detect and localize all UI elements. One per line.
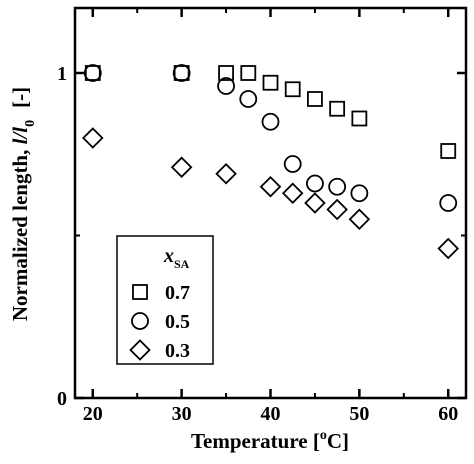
x-tick-label: 50 [349, 403, 369, 425]
y-axis-title: Normalized length, l/l0[-] [8, 87, 38, 321]
circle-marker-0.5 [239, 90, 258, 108]
diamond-marker-0.3 [437, 237, 460, 260]
diamond-marker-0.3 [304, 192, 326, 214]
diamond-marker-0.3 [348, 208, 371, 231]
legend-box [116, 235, 214, 365]
legend-diamond-marker [129, 339, 151, 361]
x-tick-label: 60 [438, 403, 458, 425]
legend-label: 0.7 [165, 282, 190, 304]
x-axis-title: Temperature [oC] [191, 428, 349, 453]
diamond-marker-0.3 [326, 198, 348, 221]
circle-marker-0.5 [306, 174, 324, 193]
circle-marker-0.5 [217, 77, 235, 95]
circle-marker-0.5 [439, 194, 458, 212]
x-axis: 20 30 40 50 60 [83, 8, 458, 425]
square-marker-0.7 [240, 65, 257, 81]
circle-marker-0.5 [328, 177, 347, 196]
square-marker-0.7 [307, 91, 323, 107]
legend-circle-marker [131, 312, 149, 330]
square-marker-0.7 [262, 74, 279, 91]
diamond-marker-0.3 [259, 175, 282, 198]
x-tick-label: 30 [172, 403, 192, 425]
legend-square-marker [132, 284, 148, 300]
square-marker-0.7 [329, 100, 346, 117]
legend-label: 0.3 [165, 340, 190, 362]
x-tick-label: 20 [83, 403, 103, 425]
legend: xSA 0.7 0.5 0.3 [116, 235, 214, 365]
square-marker-0.7 [84, 65, 101, 81]
legend-items: 0.7 0.5 0.3 [129, 282, 190, 362]
square-marker-0.7 [351, 110, 368, 127]
data-markers [81, 64, 460, 260]
y-tick-label: 0 [57, 388, 67, 410]
circle-marker-0.5 [350, 184, 369, 203]
circle-marker-0.5 [283, 155, 302, 173]
square-marker-0.7 [173, 65, 190, 81]
legend-title: xSA [163, 245, 190, 271]
circle-marker-0.5 [83, 64, 102, 82]
circle-marker-0.5 [261, 112, 280, 131]
square-marker-0.7 [440, 143, 457, 159]
diamond-marker-0.3 [281, 182, 304, 205]
diamond-marker-0.3 [81, 127, 104, 149]
diamond-marker-0.3 [170, 156, 193, 179]
x-tick-label: 40 [261, 403, 281, 425]
y-tick-label: 1 [57, 63, 67, 85]
diamond-marker-0.3 [215, 162, 237, 185]
square-marker-0.7 [284, 81, 301, 98]
circle-marker-0.5 [172, 64, 191, 82]
y-axis: 01 [57, 63, 466, 410]
legend-label: 0.5 [165, 311, 190, 333]
square-marker-0.7 [218, 65, 234, 81]
